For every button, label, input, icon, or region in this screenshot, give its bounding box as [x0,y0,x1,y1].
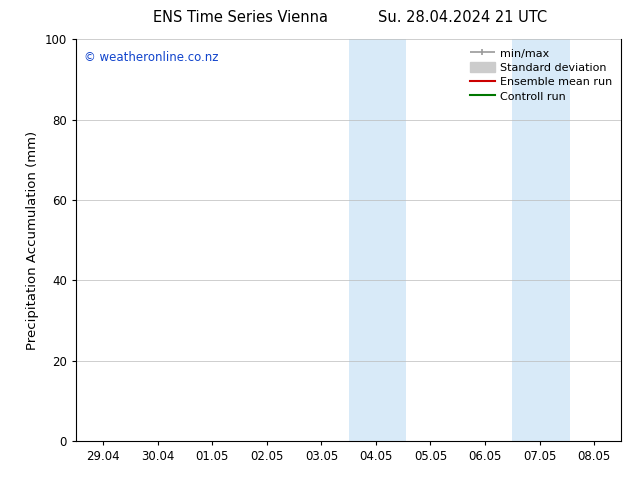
Bar [378,39,406,441]
Text: Su. 28.04.2024 21 UTC: Su. 28.04.2024 21 UTC [378,10,547,25]
Legend: min/max, Standard deviation, Ensemble mean run, Controll run: min/max, Standard deviation, Ensemble me… [467,45,616,105]
Text: ENS Time Series Vienna: ENS Time Series Vienna [153,10,328,25]
Bar [349,39,378,441]
Text: © weatheronline.co.nz: © weatheronline.co.nz [84,51,219,64]
Y-axis label: Precipitation Accumulation (mm): Precipitation Accumulation (mm) [26,130,39,350]
Bar [542,39,569,441]
Bar [512,39,542,441]
